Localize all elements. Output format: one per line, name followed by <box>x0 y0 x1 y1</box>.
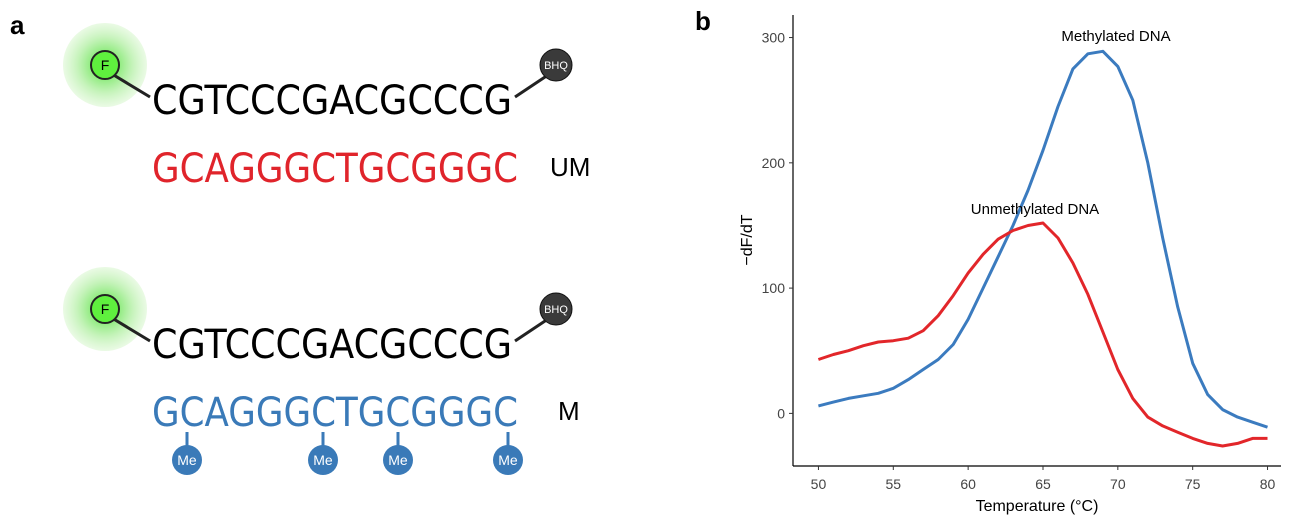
probe-sequence: CGTCCCGACGCCCG <box>152 78 512 124</box>
y-tick-label: 100 <box>762 280 786 296</box>
annotation: Methylated DNA <box>1061 28 1170 45</box>
quencher <box>539 292 573 326</box>
fluorophore <box>90 50 120 80</box>
quencher-label: BHQ <box>544 60 568 72</box>
probe-diagrams: F BHQ CGTCCCGACGCCCG GCAGGGCTGCGGGC UM F BHQ CG… <box>63 23 590 475</box>
quencher-label: BHQ <box>544 304 568 316</box>
x-tick-label: 70 <box>1110 476 1126 492</box>
linker <box>514 73 549 99</box>
panel-label: a <box>10 10 25 40</box>
methyl-group <box>308 445 338 475</box>
x-tick-label: 55 <box>886 476 902 492</box>
methyl-label: Me <box>498 452 518 468</box>
x-axis-label: Temperature (°C) <box>976 498 1099 515</box>
methyl-label: Me <box>388 452 408 468</box>
target-label: UM <box>550 152 590 182</box>
probe-sequence: CGTCCCGACGCCCG <box>152 322 512 368</box>
methyl-label: Me <box>313 452 333 468</box>
quencher <box>539 48 573 82</box>
target-label: M <box>558 396 580 426</box>
methyl-label: Me <box>177 452 197 468</box>
y-tick-label: 200 <box>762 155 786 171</box>
x-tick-label: 75 <box>1185 476 1201 492</box>
y-axis-label: −dF/dT <box>739 214 756 265</box>
y-tick-label: 0 <box>777 405 785 421</box>
panel-label: b <box>695 6 711 36</box>
x-tick-label: 80 <box>1260 476 1276 492</box>
series-line <box>817 221 1268 448</box>
fluor-label: F <box>101 301 110 317</box>
target-sequence: GCAGGGCTGCGGGC <box>152 390 518 436</box>
fluorophore <box>90 294 120 324</box>
fluor-label: F <box>101 57 110 73</box>
series-line <box>818 49 1268 429</box>
methyl-group <box>493 445 523 475</box>
methyl-group <box>172 445 202 475</box>
target-sequence: GCAGGGCTGCGGGC <box>152 146 518 192</box>
linker <box>111 72 151 99</box>
methyl-group <box>383 445 413 475</box>
x-tick-label: 60 <box>960 476 976 492</box>
x-tick-label: 65 <box>1035 476 1051 492</box>
chart: b 0 100 200 300 50 55 60 65 70 75 80 Temperature (°… <box>695 6 1281 515</box>
linker <box>111 316 151 343</box>
x-tick-label: 50 <box>811 476 827 492</box>
linker <box>514 317 549 343</box>
y-tick-label: 300 <box>762 30 786 46</box>
annotation: Unmethylated DNA <box>971 201 1099 218</box>
